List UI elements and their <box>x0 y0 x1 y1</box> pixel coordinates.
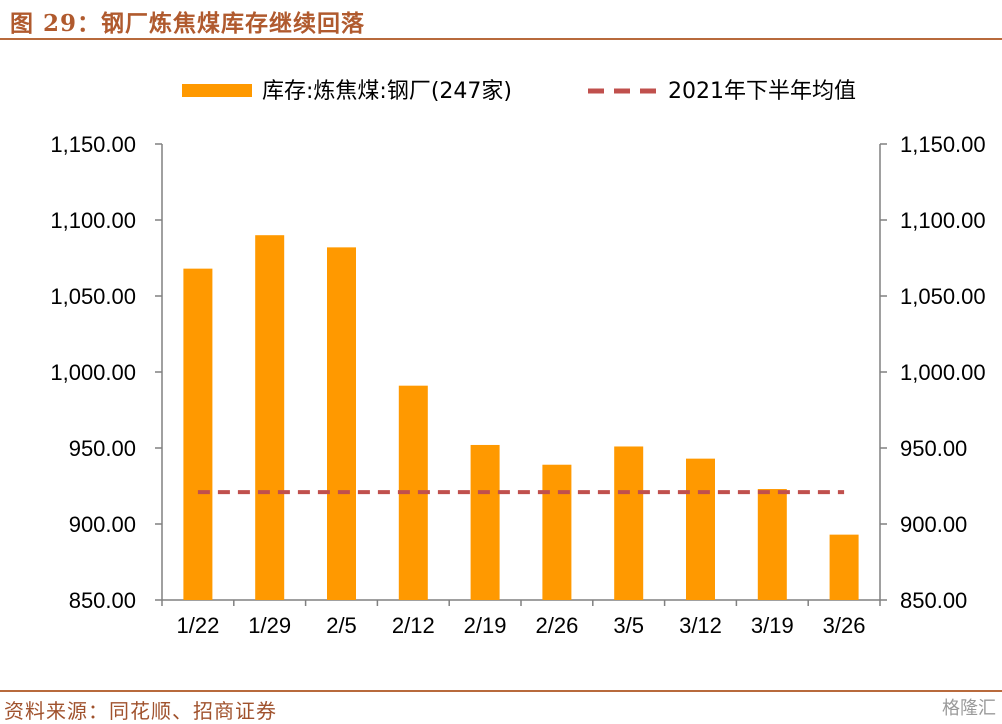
bar <box>470 444 500 600</box>
x-tick-label: 1/29 <box>248 613 291 638</box>
x-tick-label: 1/22 <box>176 613 219 638</box>
left-y-tick-label: 850.00 <box>69 588 136 613</box>
left-y-tick-label: 950.00 <box>69 436 136 461</box>
legend-bar-label: 库存:炼焦煤:钢厂(247家) <box>262 79 512 104</box>
left-y-tick-label: 1,050.00 <box>50 284 136 309</box>
x-tick-label: 3/5 <box>613 613 644 638</box>
x-tick-label: 2/26 <box>535 613 578 638</box>
right-y-tick-label: 1,000.00 <box>900 360 986 385</box>
bar <box>542 464 572 600</box>
left-y-tick-label: 1,150.00 <box>50 132 136 157</box>
right-y-tick-label: 1,100.00 <box>900 208 986 233</box>
legend: 库存:炼焦煤:钢厂(247家) 2021年下半年均值 <box>182 79 856 104</box>
right-y-tick-label: 1,150.00 <box>900 132 986 157</box>
right-y-tick-label: 900.00 <box>900 512 967 537</box>
bar <box>327 247 356 601</box>
right-y-tick-label: 850.00 <box>900 588 967 613</box>
left-y-tick-label: 900.00 <box>69 512 136 537</box>
source-note: 资料来源：同花顺、招商证券 <box>4 699 277 723</box>
legend-bar-swatch <box>182 84 252 97</box>
bar <box>686 458 715 600</box>
x-tick-label: 3/12 <box>679 613 722 638</box>
right-y-tick-label: 1,050.00 <box>900 284 986 309</box>
bar <box>255 235 285 600</box>
left-y-tick-label: 1,000.00 <box>50 360 136 385</box>
bar <box>614 446 644 600</box>
x-tick-label: 2/5 <box>326 613 357 638</box>
legend-line-label: 2021年下半年均值 <box>668 79 856 104</box>
x-tick-label: 2/12 <box>392 613 435 638</box>
right-y-tick-label: 950.00 <box>900 436 967 461</box>
watermark: 格隆汇 <box>942 698 996 719</box>
bar <box>829 534 859 600</box>
x-tick-label: 3/26 <box>823 613 866 638</box>
source-rule <box>0 690 1002 692</box>
bar <box>757 489 787 600</box>
bar <box>183 268 213 600</box>
tick-labels: 1,150.00 1,150.00 1,100.00 1,100.00 1,050.00… <box>50 132 985 638</box>
x-tick-label: 2/19 <box>464 613 507 638</box>
chart: 库存:炼焦煤:钢厂(247家) 2021年下半年均值 1,150.00 1,150… <box>50 79 985 638</box>
title-rule <box>0 38 1002 40</box>
x-tick-label: 3/19 <box>751 613 794 638</box>
left-y-tick-label: 1,100.00 <box>50 208 136 233</box>
bar-series <box>183 235 859 601</box>
figure-title: 图 29：钢厂炼焦煤库存继续回落 <box>10 10 366 37</box>
